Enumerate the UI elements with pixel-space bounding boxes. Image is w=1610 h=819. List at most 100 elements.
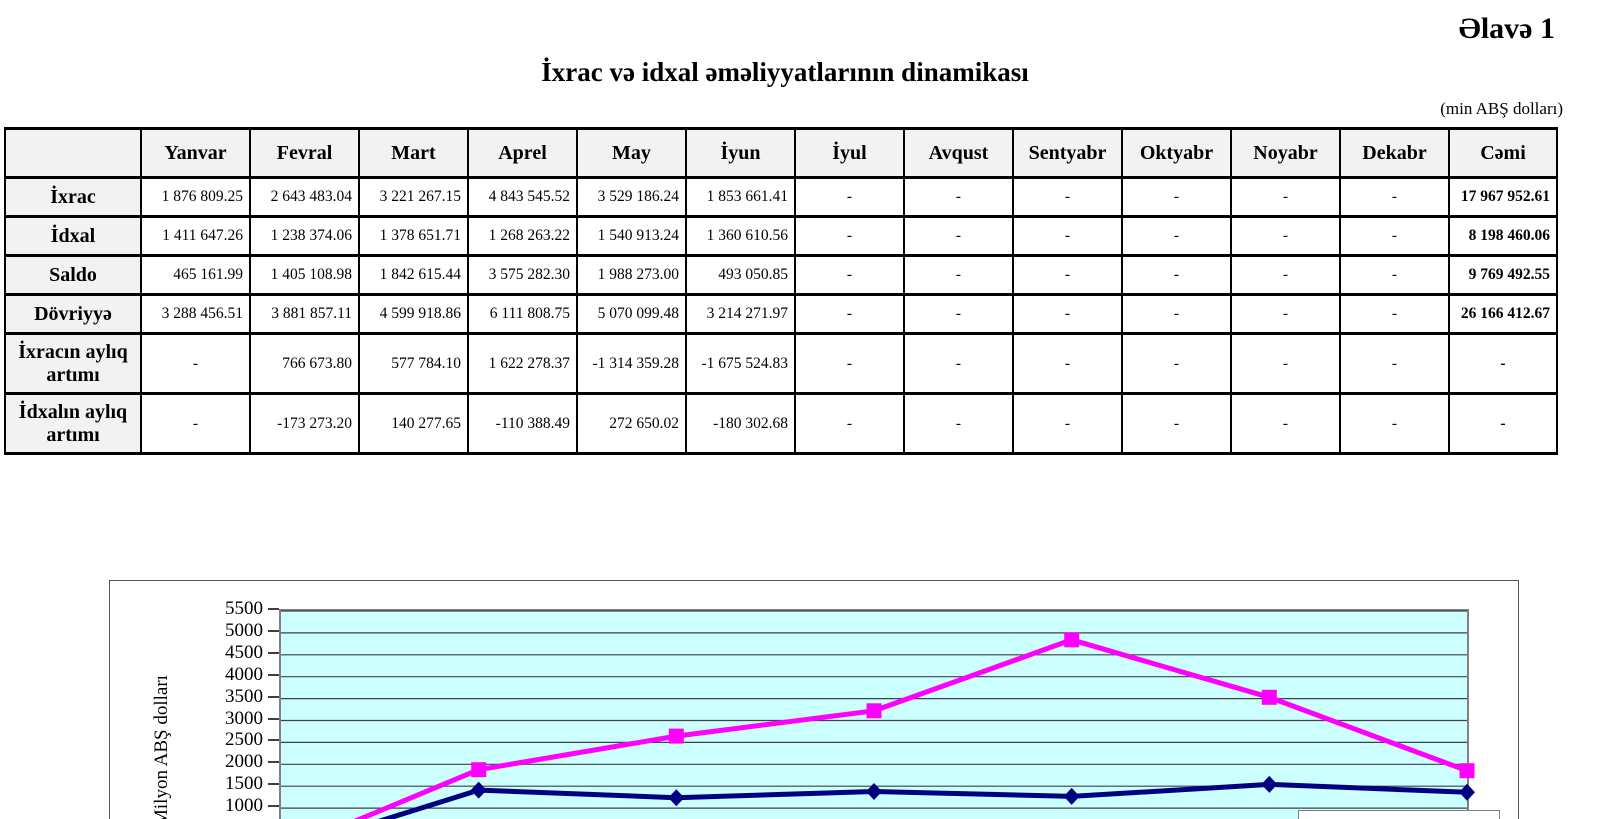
table-row: İxracın aylıq artımı -766 673.80 577 784.1…: [4, 332, 1558, 395]
row-label: Dövriyyə: [4, 293, 142, 335]
table-cell: 3 288 456.51: [140, 293, 251, 335]
y-tick-mark: [268, 717, 279, 720]
table-cell: -: [1121, 293, 1232, 335]
marker-diamond: [668, 789, 685, 807]
column-header-1: Yanvar: [140, 127, 251, 179]
table-cell: 1 411 647.26: [140, 215, 251, 257]
table-cell: -: [1012, 254, 1123, 296]
marker-diamond: [470, 781, 487, 799]
y-tick-mark: [268, 608, 279, 610]
table-cell: -: [794, 392, 905, 455]
y-tick-label: 2000: [225, 751, 263, 773]
y-tick-label: 1000: [225, 795, 263, 817]
y-axis-title: Milyon ABŞ dolları: [151, 675, 172, 819]
plot-area: [279, 609, 1475, 819]
table-cell: 26 166 412.67: [1448, 293, 1558, 335]
table-cell: -: [1339, 332, 1450, 395]
row-label: İxrac: [4, 176, 142, 218]
table-cell: 1 238 374.06: [249, 215, 360, 257]
table-cell: 493 050.85: [685, 254, 796, 296]
table-cell: -: [903, 254, 1014, 296]
table-cell: 4 843 545.52: [467, 176, 578, 218]
chart-legend: [1298, 810, 1500, 819]
marker-square: [1459, 763, 1475, 779]
table-cell: -: [903, 215, 1014, 257]
marker-square: [1261, 689, 1277, 705]
y-tick-mark: [268, 629, 279, 632]
column-header-3: Mart: [358, 127, 469, 179]
table-cell: -1 675 524.83: [685, 332, 796, 395]
data-table: Yanvar Fevral Mart Aprel May İyun İyul Avqust Se…: [4, 127, 1558, 455]
row-label: İdxalın aylıq artımı: [4, 392, 142, 455]
y-tick-label: 4000: [225, 663, 263, 685]
page-title: İxrac və idxal əməliyyatlarının dinamika…: [541, 57, 1029, 87]
table-cell: 1 360 610.56: [685, 215, 796, 257]
table-cell: -: [1121, 176, 1232, 218]
marker-square: [668, 728, 684, 744]
table-cell: -: [794, 293, 905, 335]
table-cell: 1 876 809.25: [140, 176, 251, 218]
column-header-2: Fevral: [249, 127, 360, 179]
table-cell: -: [1012, 176, 1123, 218]
table-cell: -: [1121, 254, 1232, 296]
column-header-4: Aprel: [467, 127, 578, 179]
table-cell: -173 273.20: [249, 392, 360, 455]
row-label: İxracın aylıq artımı: [4, 332, 142, 395]
table-cell: -: [1339, 215, 1450, 257]
table-cell: -: [1012, 332, 1123, 395]
y-tick-mark: [268, 695, 279, 698]
table-cell: 4 599 918.86: [358, 293, 469, 335]
table-cell: -: [1230, 254, 1341, 296]
table-row: İdxal 1 411 647.26 1 238 374.06 1 378 651.7…: [4, 215, 1558, 257]
table-cell: -: [1230, 176, 1341, 218]
table-cell: 1 268 263.22: [467, 215, 578, 257]
marker-diamond: [1459, 783, 1475, 801]
table-cell: -1 314 359.28: [576, 332, 687, 395]
table-cell: 577 784.10: [358, 332, 469, 395]
table-cell: -: [1339, 293, 1450, 335]
chart-box: 5500 5000 4500 4000 3500 3000 2500 2000 1500 1000…: [109, 580, 1519, 819]
table-cell: -: [794, 254, 905, 296]
table-row: İxrac 1 876 809.25 2 643 483.04 3 221 267.1…: [4, 176, 1558, 218]
table-cell: -: [903, 176, 1014, 218]
table-cell: -: [1339, 176, 1450, 218]
table-cell: -: [140, 392, 251, 455]
table-cell: 1 853 661.41: [685, 176, 796, 218]
column-header-7: İyul: [794, 127, 905, 179]
marker-square: [1064, 632, 1080, 648]
unit-note: (min ABŞ dolları): [1440, 99, 1563, 118]
y-tick-label: 5000: [225, 619, 263, 641]
table-cell: -: [1230, 392, 1341, 455]
y-tick-mark: [268, 673, 279, 676]
table-row: Dövriyyə 3 288 456.51 3 881 857.11 4 599 91…: [4, 293, 1558, 335]
table-cell: -180 302.68: [685, 392, 796, 455]
appendix-annotation: Əlavə 1: [1458, 12, 1555, 45]
column-header-6: İyun: [685, 127, 796, 179]
table-cell: -: [1012, 392, 1123, 455]
y-tick-mark: [268, 761, 279, 764]
table-cell: 6 111 808.75: [467, 293, 578, 335]
table-cell: 3 881 857.11: [249, 293, 360, 335]
table-header-row: Yanvar Fevral Mart Aprel May İyun İyul Avqust Se…: [4, 127, 1558, 179]
table-cell: -: [1339, 392, 1450, 455]
table-cell: 17 967 952.61: [1448, 176, 1558, 218]
y-tick-label: 4500: [225, 641, 263, 663]
marker-diamond: [1261, 775, 1278, 793]
table-cell: 3 221 267.15: [358, 176, 469, 218]
row-label: İdxal: [4, 215, 142, 257]
table-cell: -: [794, 332, 905, 395]
table-cell: 1 405 108.98: [249, 254, 360, 296]
table-cell: -: [903, 293, 1014, 335]
table-cell: 140 277.65: [358, 392, 469, 455]
table-cell: 3 214 271.97: [685, 293, 796, 335]
column-header-12: Dekabr: [1339, 127, 1450, 179]
table-cell: -: [1230, 215, 1341, 257]
table-cell: -: [1230, 293, 1341, 335]
marker-square: [866, 703, 882, 719]
chart-svg: [281, 610, 1475, 819]
y-tick-mark: [268, 651, 279, 654]
table-cell: -: [1448, 392, 1558, 455]
column-header-11: Noyabr: [1230, 127, 1341, 179]
table-cell: -: [1230, 332, 1341, 395]
table-cell: -: [903, 392, 1014, 455]
